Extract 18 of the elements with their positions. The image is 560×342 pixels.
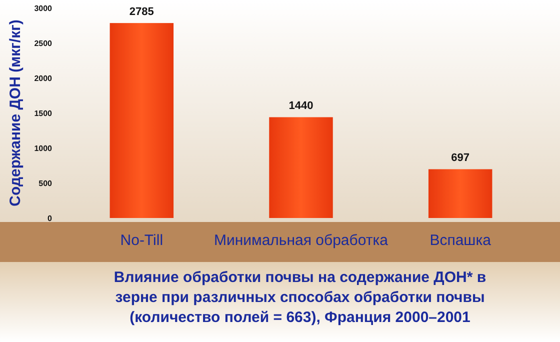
x-tick-label: Вспашка [430,232,492,249]
bar [428,169,492,218]
data-label: 697 [451,152,470,164]
x-tick-label: No-Till [120,232,164,249]
bar [269,117,333,218]
text: Влияние обработки почвы на содержание ДОН* в зерне при различных способах обработки почвы (количество полей = 663), Франция 2000–2001 [114,269,486,326]
y-tick-label: 0 [48,214,53,223]
y-tick-label: 3000 [34,4,53,13]
bar [110,23,174,218]
y-tick-label: 1000 [34,144,53,153]
x-tick-label: Минимальная обработка [214,232,389,249]
data-label: 2785 [129,6,154,18]
y-tick-label: 2500 [34,39,53,48]
y-tick-label: 1500 [34,109,53,118]
y-tick-label: 500 [38,179,53,188]
data-label: 1440 [288,100,314,112]
y-axis-title: Содержание ДОН (мкг/кг) [7,20,24,206]
y-tick-label: 2000 [34,74,53,83]
